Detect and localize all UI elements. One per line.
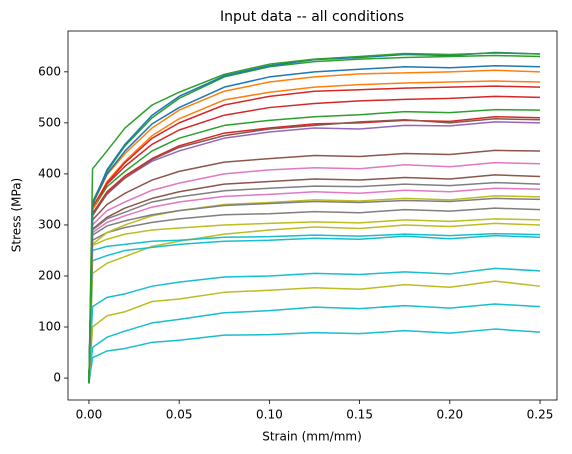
series-line	[88, 121, 541, 384]
series-line	[88, 174, 541, 384]
plot-frame	[67, 30, 558, 401]
series-line	[88, 52, 541, 384]
series-line	[88, 232, 541, 384]
series-line	[88, 161, 541, 384]
y-tick-label: 0	[53, 371, 61, 385]
series-line	[88, 303, 541, 384]
series-line	[88, 218, 541, 384]
series-line	[88, 115, 541, 384]
series-line	[88, 222, 541, 384]
series-line	[88, 234, 541, 384]
series-line	[88, 328, 541, 384]
x-tick-label: 0.20	[436, 408, 463, 422]
y-tick-label: 100	[38, 320, 61, 334]
series-line	[88, 51, 541, 384]
x-tick-label: 0.00	[76, 408, 103, 422]
series-line	[88, 69, 541, 384]
x-tick-label: 0.10	[256, 408, 283, 422]
series-line	[88, 187, 541, 384]
series-line	[88, 195, 541, 384]
y-tick-label: 300	[38, 217, 61, 231]
y-tick-label: 600	[38, 64, 61, 78]
y-tick-label: 500	[38, 115, 61, 129]
series-line	[88, 95, 541, 384]
series-line	[88, 118, 541, 384]
x-tick-label: 0.05	[166, 408, 193, 422]
series-line	[88, 280, 541, 384]
series-line	[88, 85, 541, 384]
series-line	[88, 80, 541, 384]
x-axis-label: Strain (mm/mm)	[262, 430, 362, 444]
chart-title: Input data -- all conditions	[220, 9, 404, 25]
series-line	[88, 197, 541, 384]
y-tick-label: 200	[38, 268, 61, 282]
series-line	[88, 108, 541, 384]
x-tick-label: 0.25	[527, 408, 554, 422]
y-axis-label: Stress (MPa)	[10, 178, 24, 252]
y-tick-label: 400	[38, 166, 61, 180]
x-tick-label: 0.15	[346, 408, 373, 422]
series-line	[88, 64, 541, 384]
series-line	[88, 149, 541, 384]
series-line	[88, 267, 541, 384]
series-line	[88, 54, 541, 384]
series-line	[88, 181, 541, 384]
